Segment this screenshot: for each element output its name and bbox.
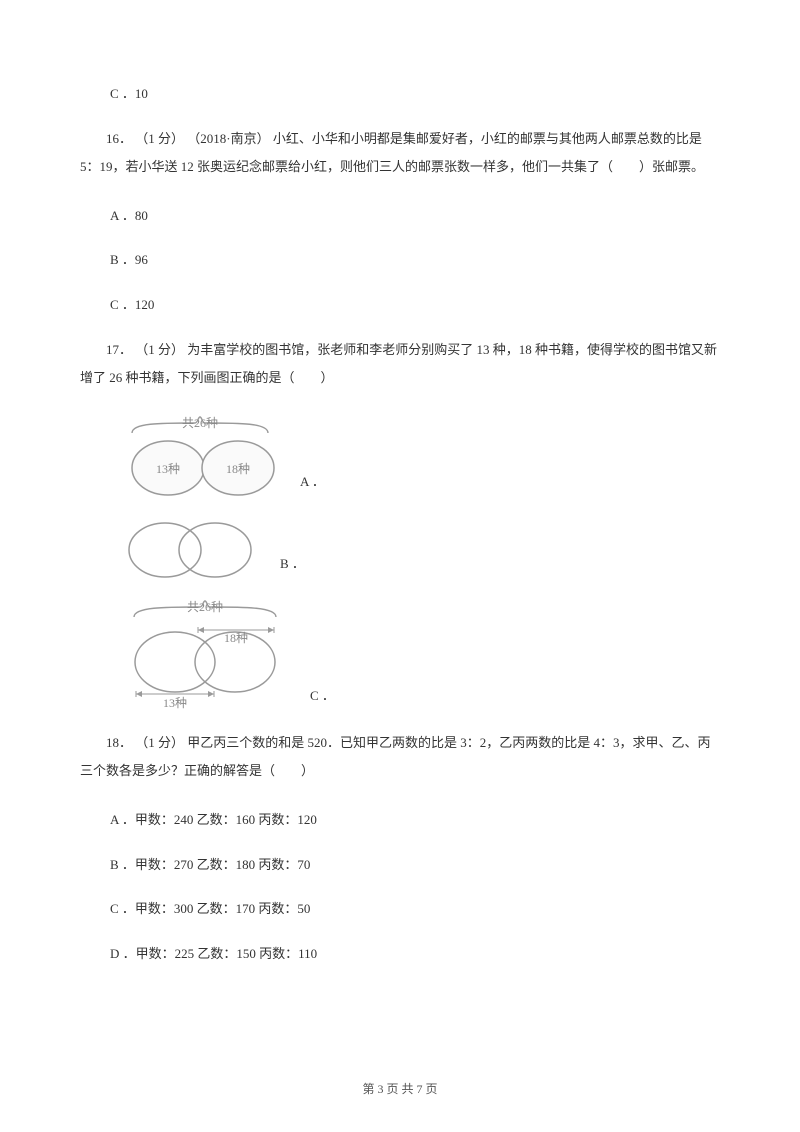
label-right: 18种 <box>226 462 250 476</box>
option-text: A ． <box>300 468 325 497</box>
label-right: 18种 <box>224 631 248 645</box>
q17-text: 17． （1 分） 为丰富学校的图书馆，张老师和李老师分别购买了 13 种，18… <box>80 336 720 393</box>
label-left: 13种 <box>156 462 180 476</box>
q18-option-b: B ．甲数：270 乙数：180 丙数：70 <box>110 851 720 880</box>
label-left: 13种 <box>163 696 187 710</box>
q18-option-a: A ．甲数：240 乙数：160 丙数：120 <box>110 806 720 835</box>
option-text: B ．甲数：270 乙数：180 丙数：70 <box>110 851 310 880</box>
q18-option-c: C ．甲数：300 乙数：170 丙数：50 <box>110 895 720 924</box>
option-text: B ．96 <box>110 246 148 275</box>
option-text: C ． <box>310 682 335 711</box>
page-footer: 第 3 页 共 7 页 <box>0 1076 800 1102</box>
diagram-b <box>110 515 270 585</box>
q16-option-b: B ．96 <box>110 246 720 275</box>
q17-option-c: 共26种 18种 13种 C ． <box>110 597 720 717</box>
q17-option-b: B ． <box>110 515 720 585</box>
option-text: A ．80 <box>110 202 148 231</box>
option-text: C ．120 <box>110 291 154 320</box>
label-total: 共26种 <box>187 600 223 614</box>
q18-option-d: D ．甲数：225 乙数：150 丙数：110 <box>110 940 720 969</box>
q15-option-c: C ．10 <box>110 80 720 109</box>
option-text: B ． <box>280 550 305 579</box>
q17-option-a: 共26种 13种 18种 A ． <box>110 413 720 503</box>
option-text: A ．甲数：240 乙数：160 丙数：120 <box>110 806 317 835</box>
q16-option-a: A ．80 <box>110 202 720 231</box>
q16-option-c: C ．120 <box>110 291 720 320</box>
q18-text: 18． （1 分） 甲乙丙三个数的和是 520．已知甲乙两数的比是 3：2，乙丙… <box>80 729 720 786</box>
option-text: C ．10 <box>110 80 148 109</box>
q16-text: 16． （1 分） （2018·南京） 小红、小华和小明都是集邮爱好者，小红的邮… <box>80 125 720 182</box>
option-text: D ．甲数：225 乙数：150 丙数：110 <box>110 940 317 969</box>
diagram-a: 共26种 13种 18种 <box>110 413 290 503</box>
diagram-c: 共26种 18种 13种 <box>110 597 300 717</box>
label-total: 共26种 <box>182 416 218 430</box>
option-text: C ．甲数：300 乙数：170 丙数：50 <box>110 895 310 924</box>
